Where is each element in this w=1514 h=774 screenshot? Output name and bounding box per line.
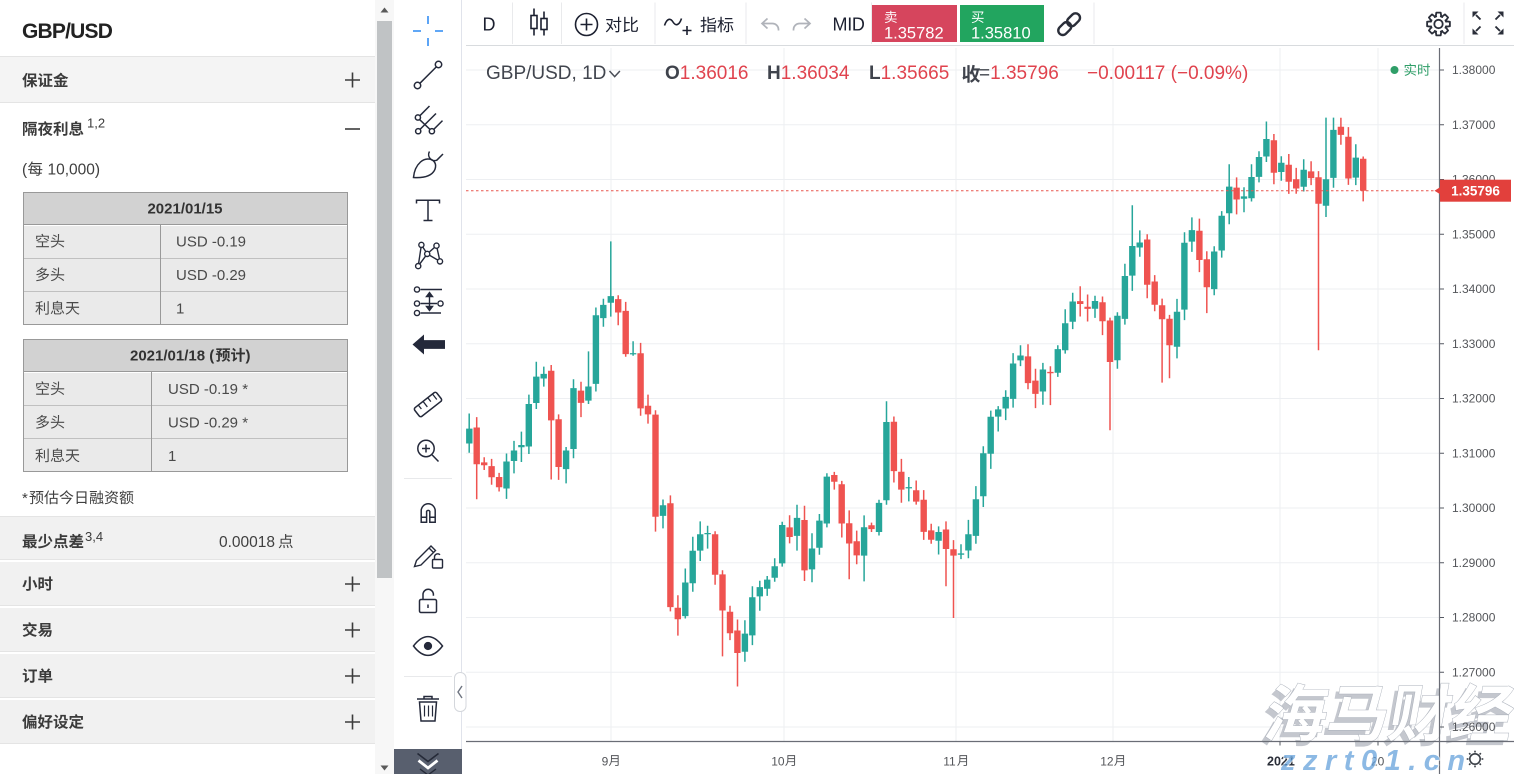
svg-text:*: * xyxy=(22,490,28,507)
svg-text:1.36000: 1.36000 xyxy=(1452,173,1496,187)
svg-text:12: 12 xyxy=(1100,755,1114,769)
svg-text:10,000): 10,000) xyxy=(48,162,101,179)
svg-text:zzrt01.cn: zzrt01.cn xyxy=(1280,745,1473,774)
svg-text:2021: 2021 xyxy=(1267,755,1295,769)
svg-text:1.33000: 1.33000 xyxy=(1452,337,1496,351)
svg-text:1.30000: 1.30000 xyxy=(1452,501,1496,515)
svg-text:20: 20 xyxy=(1371,755,1385,769)
svg-text:9: 9 xyxy=(602,755,609,769)
svg-text:10: 10 xyxy=(771,755,785,769)
svg-text:1.31000: 1.31000 xyxy=(1452,446,1496,460)
svg-text:(: ( xyxy=(22,162,28,179)
svg-text:1.28000: 1.28000 xyxy=(1452,611,1496,625)
svg-text:1.37000: 1.37000 xyxy=(1452,118,1496,132)
svg-text:1,2: 1,2 xyxy=(87,116,105,131)
svg-text:1.32000: 1.32000 xyxy=(1452,392,1496,406)
svg-text:1.38000: 1.38000 xyxy=(1452,63,1496,77)
svg-text:11: 11 xyxy=(943,755,956,769)
svg-text:1.34000: 1.34000 xyxy=(1452,282,1496,296)
svg-text:1.29000: 1.29000 xyxy=(1452,556,1496,570)
svg-text:1.27000: 1.27000 xyxy=(1452,666,1496,680)
svg-text:1.35796: 1.35796 xyxy=(1451,183,1500,198)
svg-text:1.26000: 1.26000 xyxy=(1452,720,1496,734)
svg-text:1.35000: 1.35000 xyxy=(1452,227,1496,241)
